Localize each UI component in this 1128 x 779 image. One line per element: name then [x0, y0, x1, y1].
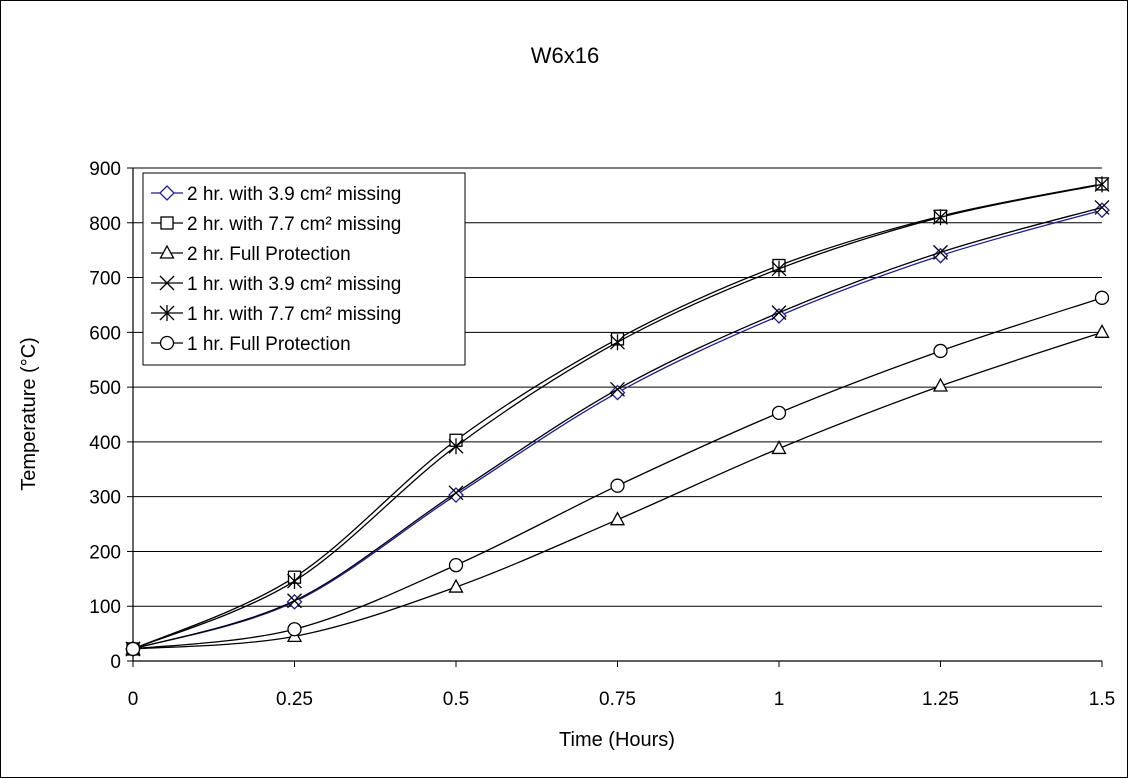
y-tick-label: 200	[89, 542, 121, 563]
data-point	[286, 593, 303, 610]
data-point	[609, 384, 626, 401]
legend-box	[142, 172, 466, 366]
x-tick-label: 0.25	[276, 689, 313, 710]
data-point	[448, 487, 464, 503]
data-point	[448, 578, 464, 593]
y-tick-label: 700	[89, 269, 121, 290]
y-tick-label: 800	[89, 214, 121, 235]
data-point	[448, 438, 464, 455]
legend-marker	[159, 335, 175, 351]
series-group	[125, 176, 1110, 657]
data-point	[933, 244, 948, 260]
legend-marker	[159, 275, 175, 291]
legend-label: 1 hr. with 7.7 cm² missing	[187, 304, 401, 325]
legend-label: 2 hr. with 3.9 cm² missing	[187, 184, 401, 205]
x-tick-label: 1.5	[1089, 689, 1115, 710]
data-point	[1094, 202, 1110, 219]
data-point	[933, 343, 948, 359]
x-tick-label: 0.75	[599, 689, 636, 710]
x-tick-label: 1.25	[922, 689, 959, 710]
data-point	[1094, 290, 1110, 305]
legend-marker	[159, 305, 175, 321]
data-point	[287, 573, 302, 590]
x-axis-label: Time (Hours)	[559, 729, 675, 751]
y-tick-label: 100	[89, 597, 121, 618]
y-tick-label: 900	[89, 159, 121, 180]
data-point	[610, 478, 625, 493]
data-point	[771, 305, 787, 321]
series-6	[125, 290, 1110, 657]
data-point	[610, 381, 625, 397]
data-point	[610, 334, 625, 351]
legend-item-5: 1 hr. with 7.7 cm² missing	[151, 304, 401, 325]
y-tick-label: 0	[110, 652, 121, 673]
legend: 2 hr. with 3.9 cm² missing 2 hr. with 7.7…	[142, 172, 466, 366]
x-axis-ticks: 0 0.25 0.5 0.75 1 1.25 1.5	[128, 661, 1115, 710]
data-point	[287, 622, 302, 637]
legend-marker	[159, 244, 175, 259]
data-point	[771, 260, 787, 277]
y-tick-label: 300	[89, 488, 121, 509]
chart-title: W6x16	[531, 43, 599, 68]
legend-item-4: 1 hr. with 3.9 cm² missing	[151, 274, 401, 295]
data-point	[448, 557, 464, 573]
y-tick-label: 400	[89, 433, 121, 454]
legend-label: 1 hr. Full Protection	[187, 334, 351, 355]
legend-item-1: 2 hr. with 3.9 cm² missing	[151, 184, 401, 205]
legend-label: 2 hr. with 7.7 cm² missing	[187, 214, 401, 235]
legend-label: 2 hr. Full Protection	[187, 244, 351, 265]
data-point	[771, 307, 787, 324]
data-point	[125, 641, 141, 657]
y-tick-label: 600	[89, 323, 121, 344]
legend-label: 1 hr. with 3.9 cm² missing	[187, 274, 401, 295]
data-point	[1094, 176, 1110, 193]
data-point	[933, 209, 948, 226]
data-point	[287, 593, 302, 609]
x-tick-label: 1	[774, 689, 785, 710]
data-point	[1094, 323, 1110, 338]
data-point	[932, 377, 949, 392]
data-point	[1094, 199, 1110, 215]
data-point	[609, 511, 626, 526]
legend-item-3: 2 hr. Full Protection	[151, 244, 351, 265]
legend-marker	[159, 185, 175, 201]
data-point	[771, 440, 787, 455]
y-axis-label: Temperature (°C)	[18, 337, 40, 491]
legend-item-2: 2 hr. with 7.7 cm² missing	[151, 214, 401, 235]
y-tick-label: 500	[89, 378, 121, 399]
data-point	[448, 485, 464, 501]
legend-item-6: 1 hr. Full Protection	[151, 334, 351, 355]
x-tick-label: 0	[128, 689, 139, 710]
data-point	[771, 405, 787, 421]
legend-marker	[160, 216, 174, 230]
y-axis-ticks: 0 100 200 300 400 500 600 700 800 900	[89, 159, 133, 673]
x-tick-label: 0.5	[443, 689, 469, 710]
